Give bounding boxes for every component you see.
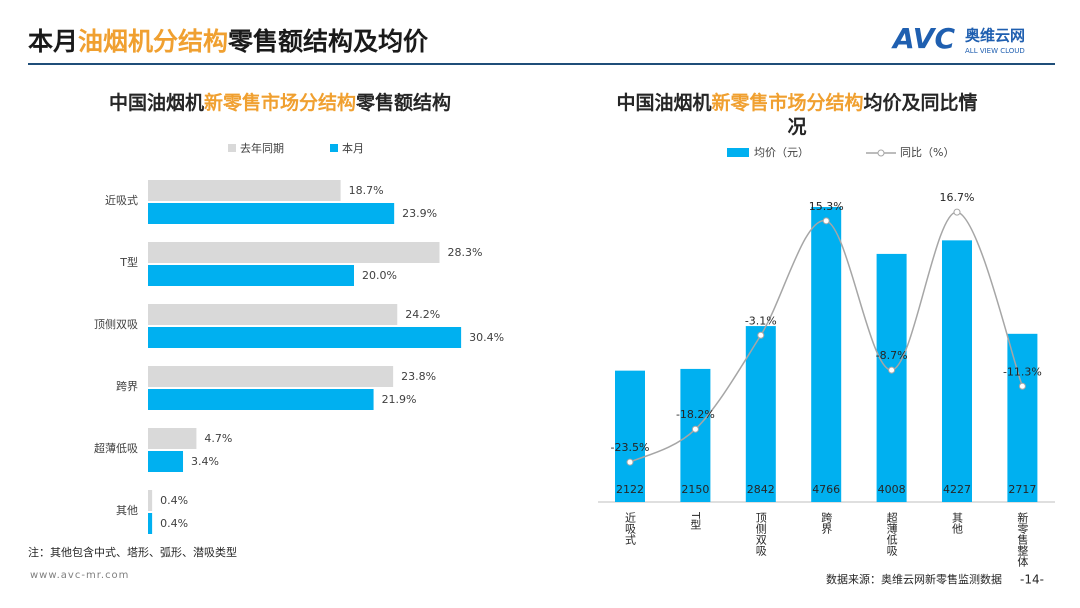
bar bbox=[148, 304, 398, 325]
bar bbox=[876, 253, 907, 502]
line-marker bbox=[1018, 382, 1026, 390]
y-tick-label: 近吸式 bbox=[105, 194, 138, 207]
data-label: 4008 bbox=[878, 483, 906, 496]
data-label: -8.7% bbox=[876, 349, 908, 362]
bar bbox=[148, 389, 374, 410]
bar bbox=[148, 180, 341, 201]
bar bbox=[680, 368, 711, 502]
title-part: 新零售市场分结构 bbox=[203, 92, 356, 114]
title-part: 零售额结构 bbox=[356, 92, 452, 114]
legend-label: 本月 bbox=[342, 141, 364, 155]
title-part: 本月 bbox=[28, 27, 78, 56]
data-label: 24.2% bbox=[405, 308, 440, 321]
bar bbox=[148, 265, 354, 286]
bar bbox=[148, 242, 440, 263]
title-part: 中国油烟机 bbox=[616, 92, 712, 114]
page-title: 本月油烟机分结构零售额结构及均价 bbox=[28, 27, 429, 56]
legend-swatch bbox=[727, 148, 749, 157]
bar bbox=[148, 366, 394, 387]
source: 数据来源：奥维云网新零售监测数据 bbox=[826, 572, 1002, 586]
data-label: 0.4% bbox=[160, 517, 188, 530]
data-label: 30.4% bbox=[469, 331, 504, 344]
data-label: 15.3% bbox=[809, 200, 844, 213]
data-label: 2122 bbox=[616, 483, 644, 496]
bar bbox=[1007, 333, 1038, 502]
legend-swatch bbox=[330, 144, 338, 152]
legend-swatch bbox=[228, 144, 236, 152]
x-tick-label: 其他 bbox=[951, 512, 964, 534]
bar bbox=[811, 206, 842, 502]
legend-marker bbox=[877, 149, 885, 157]
page-number: -14- bbox=[1020, 573, 1044, 587]
note: 注：其他包含中式、塔形、弧形、潜吸类型 bbox=[28, 545, 237, 559]
bar bbox=[745, 326, 776, 502]
footer-url: www.avc-mr.com bbox=[30, 570, 129, 581]
bar bbox=[148, 428, 197, 449]
data-label: 2717 bbox=[1008, 483, 1036, 496]
data-label: -23.5% bbox=[611, 441, 650, 454]
data-label: 3.4% bbox=[191, 455, 219, 468]
x-tick-label: 顶侧双吸 bbox=[754, 512, 767, 557]
x-tick-label: T型 bbox=[689, 511, 702, 530]
title-part: 中国油烟机 bbox=[108, 92, 204, 114]
data-label: 4766 bbox=[812, 483, 840, 496]
data-label: 28.3% bbox=[447, 246, 482, 259]
line-marker bbox=[626, 458, 634, 466]
logo: AVC bbox=[891, 22, 955, 55]
data-label: 2150 bbox=[681, 483, 709, 496]
bar bbox=[942, 240, 972, 502]
chart-title: 中国油烟机新零售市场分结构均价及同比情况 bbox=[607, 91, 987, 139]
data-label: 4.7% bbox=[204, 432, 232, 445]
y-tick-label: T型 bbox=[119, 255, 138, 269]
bar bbox=[148, 490, 153, 511]
data-label: 23.8% bbox=[401, 370, 436, 383]
y-tick-label: 超薄低吸 bbox=[94, 441, 138, 455]
data-label: 20.0% bbox=[362, 269, 397, 282]
x-tick-label: 跨界 bbox=[820, 512, 833, 535]
x-tick-label: 超薄低吸 bbox=[885, 511, 898, 557]
line-marker bbox=[953, 208, 961, 216]
legend-label: 去年同期 bbox=[240, 141, 284, 155]
line-marker bbox=[888, 366, 896, 374]
x-tick-label: 近吸式 bbox=[624, 512, 637, 545]
data-label: 16.7% bbox=[940, 191, 975, 204]
logo-en: ALL VIEW CLOUD bbox=[965, 47, 1025, 55]
chart-title: 中国油烟机新零售市场分结构零售额结构 bbox=[90, 91, 470, 115]
data-label: 18.7% bbox=[349, 184, 384, 197]
bar bbox=[615, 370, 645, 502]
legend-label: 同比（%） bbox=[900, 146, 954, 159]
legend-label: 均价（元） bbox=[754, 146, 809, 159]
data-label: -3.1% bbox=[745, 314, 777, 327]
y-tick-label: 顶侧双吸 bbox=[94, 318, 138, 331]
title-part: 均价及同比情况 bbox=[787, 92, 978, 138]
title-part: 油烟机分结构 bbox=[78, 27, 228, 56]
line-marker bbox=[691, 425, 699, 433]
x-tick-label: 新零售整体 bbox=[1016, 511, 1029, 567]
line-marker bbox=[757, 331, 765, 339]
line bbox=[629, 211, 1024, 463]
data-label: 21.9% bbox=[382, 393, 417, 406]
logo-cn: 奥维云网 bbox=[965, 27, 1025, 45]
line-marker bbox=[822, 217, 830, 225]
bar bbox=[148, 327, 462, 348]
data-label: 0.4% bbox=[160, 494, 188, 507]
data-label: -18.2% bbox=[676, 408, 715, 421]
title-part: 零售额结构及均价 bbox=[227, 27, 429, 56]
title-part: 新零售市场分结构 bbox=[711, 92, 864, 114]
bar bbox=[148, 203, 395, 224]
data-label: 2842 bbox=[747, 483, 775, 496]
y-tick-label: 其他 bbox=[116, 504, 138, 517]
bar bbox=[148, 513, 153, 534]
data-label: -11.3% bbox=[1003, 365, 1042, 378]
y-tick-label: 跨界 bbox=[116, 380, 138, 393]
bar bbox=[148, 451, 184, 472]
data-label: 23.9% bbox=[402, 207, 437, 220]
data-label: 4227 bbox=[943, 483, 971, 496]
